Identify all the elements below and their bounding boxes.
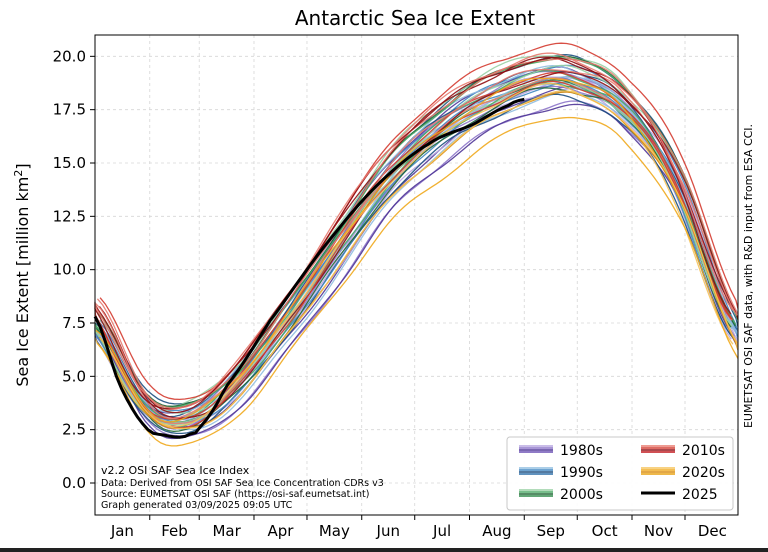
legend-label-2010s: 2010s [682, 443, 725, 459]
legend: 1980s 1990s 2000s 2010s 2020s 2025 [506, 436, 734, 511]
x-tick-label: Aug [482, 522, 511, 540]
x-tick-label: Oct [592, 522, 618, 540]
bottom-rule [0, 548, 768, 552]
series-line-1980s [98, 100, 739, 437]
x-tick-label: Dec [698, 522, 727, 540]
y-axis-label-sup: 2 [12, 170, 25, 177]
data-info-text: v2.2 OSI SAF Sea Ice Index Data: Derived… [101, 464, 384, 511]
series-line-2010s [95, 69, 738, 420]
y-tick-label: 20.0 [53, 47, 86, 65]
series-line-2010s [94, 80, 734, 429]
series-2025 [93, 97, 525, 439]
y-tick-label: 10.0 [53, 261, 86, 279]
y-tick-label: 17.5 [53, 101, 86, 119]
series-line-2010s [99, 42, 739, 401]
x-tick-label: Jun [376, 522, 400, 540]
chart-title: Antarctic Sea Ice Extent [295, 6, 535, 30]
y-tick-label: 2.5 [62, 421, 86, 439]
y-tick-label: 0.0 [62, 474, 86, 492]
legend-label-2020s: 2020s [682, 465, 725, 481]
legend-label-2000s: 2000s [560, 487, 603, 503]
info-line-generated: Graph generated 03/09/2025 09:05 UTC [101, 500, 293, 511]
info-line-source: Source: EUMETSAT OSI SAF (https://osi-sa… [101, 489, 369, 500]
series-line-2020s [96, 116, 739, 447]
series-line-1980s [97, 103, 739, 440]
x-tick-label: Jan [110, 522, 134, 540]
series-line-2025 [93, 97, 525, 439]
x-tick-label: Jul [432, 522, 451, 540]
y-axis-label: Sea Ice Extent [million km2] [12, 163, 33, 386]
x-tick-label: Apr [268, 522, 295, 540]
series-line-2020s [99, 90, 739, 430]
x-tick-label: Nov [644, 522, 673, 540]
x-tick-label: May [319, 522, 350, 540]
series-line-2010s [94, 52, 734, 409]
legend-label-1990s: 1990s [560, 465, 603, 481]
x-tick-label: Feb [161, 522, 188, 540]
y-tick-label: 7.5 [62, 314, 86, 332]
y-tick-label: 5.0 [62, 367, 86, 385]
series-lines [94, 42, 739, 447]
right-side-credit: EUMETSAT OSI SAF data, with R&D input fr… [742, 124, 755, 428]
y-axis-label-main: Sea Ice Extent [million km [13, 177, 32, 387]
series-line-2000s [99, 64, 739, 414]
x-tick-label: Sep [537, 522, 565, 540]
info-line-data: Data: Derived from OSI SAF Sea Ice Conce… [101, 478, 384, 489]
y-tick-label: 12.5 [53, 207, 86, 225]
series-line-2000s [94, 69, 735, 421]
legend-box [506, 436, 734, 511]
legend-label-1980s: 1980s [560, 443, 603, 459]
series-line-2020s [95, 77, 738, 423]
legend-swatches [519, 445, 675, 497]
axis-ticks: 0.0 2.5 5.0 7.5 10.0 12.5 15.0 17.5 20.0 Jan Feb Ma… [53, 47, 727, 540]
series-line-1990s [94, 65, 733, 414]
y-tick-label: 15.0 [53, 154, 86, 172]
plot-frame [94, 34, 739, 516]
info-line-version: v2.2 OSI SAF Sea Ice Index [101, 464, 250, 477]
legend-label-2025: 2025 [682, 487, 718, 503]
x-tick-label: Mar [212, 522, 241, 540]
y-axis-label-end: ] [13, 163, 32, 169]
